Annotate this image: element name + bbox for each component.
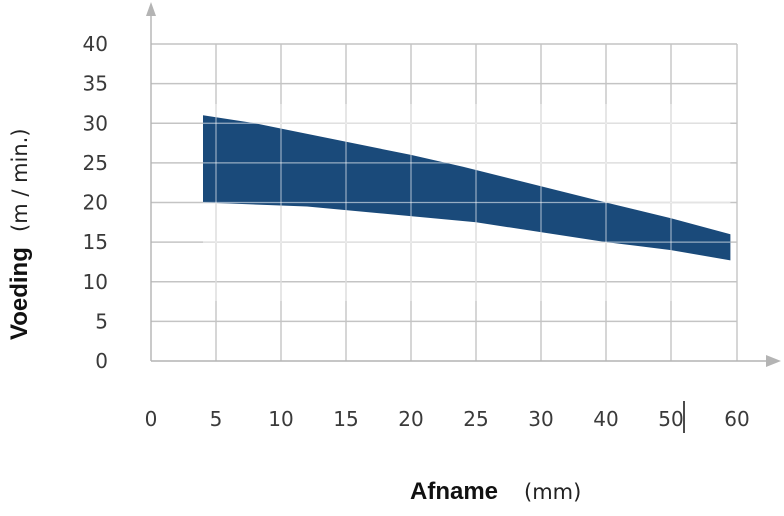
axes <box>146 2 781 367</box>
y-tick-label: 35 <box>83 72 108 96</box>
x-tick-label: 5 <box>210 407 223 431</box>
x-tick-label: 0 <box>145 407 158 431</box>
y-tick-label: 30 <box>83 111 108 135</box>
y-tick-labels: 40 35 30 25 20 15 10 5 0 <box>83 32 108 373</box>
y-tick-label: 5 <box>95 309 108 333</box>
y-axis-label: Voeding <box>6 247 33 340</box>
x-tick-label: 10 <box>268 407 293 431</box>
feed-rate-band <box>203 115 731 261</box>
x-tick-label: 20 <box>398 407 423 431</box>
x-tick-label: 30 <box>528 407 553 431</box>
x-tick-label: 50 <box>658 407 683 431</box>
y-axis-arrow-icon <box>146 2 156 16</box>
y-tick-label: 25 <box>83 151 108 175</box>
x-tick-label: 25 <box>463 407 488 431</box>
y-axis-unit: (m / min.) <box>8 128 32 232</box>
y-tick-label: 0 <box>95 349 108 373</box>
y-tick-label: 15 <box>83 230 108 254</box>
x-axis-unit: (mm) <box>524 480 581 504</box>
y-tick-label: 20 <box>83 191 108 215</box>
x-axis-label: Afname <box>410 478 498 505</box>
x-tick-labels: 0 5 10 15 20 25 30 40 50 60 <box>145 407 750 431</box>
y-tick-label: 40 <box>83 32 108 56</box>
x-tick-label: 15 <box>333 407 358 431</box>
x-tick-label: 60 <box>724 407 749 431</box>
x-axis-arrow-icon <box>766 355 781 367</box>
x-tick-label: 40 <box>593 407 618 431</box>
grid-overlay <box>203 104 731 301</box>
y-tick-label: 10 <box>83 270 108 294</box>
